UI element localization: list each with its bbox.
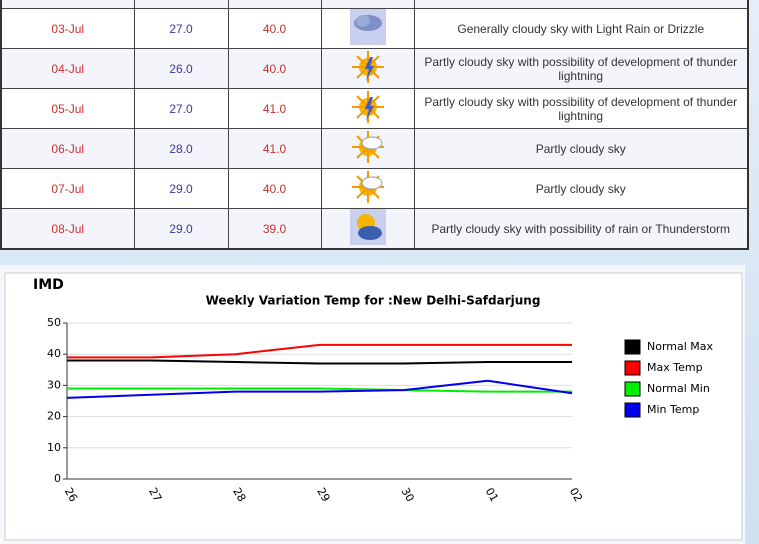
series-line (67, 343, 572, 359)
x-tick-label: 27 (146, 486, 164, 505)
min-temp: 26.0 (133, 48, 229, 89)
series-line (67, 359, 572, 365)
sun-cloud-icon (351, 131, 384, 163)
legend-swatch (624, 360, 641, 376)
y-tick-label: 30 (47, 378, 61, 391)
min-temp: 27.0 (133, 88, 229, 129)
forecast-table: 03-Jul 27.0 40.0 : : Generally cloudy sky … (0, 0, 749, 250)
weather-icon (320, 48, 415, 89)
max-temp: 40.0 (227, 168, 322, 209)
sun-cloud-icon (351, 171, 384, 203)
table-row: 04-Jul 26.0 40.0 Partly cloudy sky with po… (0, 48, 749, 89)
table-row: 06-Jul 28.0 41.0 Partly cloudy sky (0, 128, 749, 169)
max-temp: 39.0 (227, 208, 322, 250)
legend-label: Normal Min (647, 382, 710, 395)
table-row: 03-Jul 27.0 40.0 : : Generally cloudy sky … (0, 8, 749, 49)
weather-icon (320, 88, 415, 129)
table-row: 08-Jul 29.0 39.0 Partly cloudy sky with po… (0, 208, 749, 250)
x-tick-label: 02 (567, 486, 585, 505)
series-line (66, 379, 573, 399)
description: Generally cloudy sky with Light Rain or … (413, 8, 749, 49)
weather-icon (320, 208, 415, 250)
weather-icon (320, 168, 415, 209)
legend-label: Max Temp (647, 361, 703, 374)
x-tick-label: 01 (483, 486, 501, 505)
table-row (0, 0, 749, 9)
y-tick-label: 50 (47, 316, 61, 329)
brand: IMD (33, 277, 64, 293)
weather-icon: : : (320, 8, 415, 49)
legend-swatch (624, 339, 641, 355)
sun-lightning-icon (351, 51, 384, 83)
series-line (67, 387, 572, 393)
svg-text:: :: : : (364, 33, 372, 43)
min-temp: 27.0 (133, 8, 229, 49)
legend-label: Min Temp (647, 403, 699, 416)
x-tick-label: 30 (398, 486, 416, 505)
chart-title: Weekly Variation Temp for :New Delhi-Saf… (206, 294, 541, 308)
y-tick-label: 40 (47, 347, 61, 360)
min-temp: 29.0 (133, 208, 229, 250)
description: Partly cloudy sky (413, 128, 749, 169)
sun-storm-icon (349, 209, 386, 245)
min-temp: 28.0 (133, 128, 229, 169)
x-tick-label: 29 (314, 486, 332, 505)
table-row: 05-Jul 27.0 41.0 Partly cloudy sky with po… (0, 88, 749, 129)
y-tick-label: 0 (54, 472, 61, 485)
max-temp: 40.0 (227, 48, 322, 89)
description: Partly cloudy sky with possibility of de… (413, 48, 749, 89)
legend-swatch (624, 381, 641, 397)
cloud-rain-icon: : : (349, 9, 386, 45)
date: 04-Jul (0, 48, 135, 89)
legend-swatch (624, 402, 641, 418)
description: Partly cloudy sky with possibility of ra… (413, 208, 749, 250)
date: 03-Jul (0, 8, 135, 49)
date: 08-Jul (0, 208, 135, 250)
y-tick-label: 10 (47, 441, 61, 454)
description: Partly cloudy sky (413, 168, 749, 209)
y-tick-label: 20 (47, 410, 61, 423)
description: Partly cloudy sky with possibility of de… (413, 88, 749, 129)
date: 07-Jul (0, 168, 135, 209)
max-temp: 40.0 (227, 8, 322, 49)
x-tick-label: 26 (62, 486, 80, 505)
x-tick-label: 28 (230, 486, 248, 505)
sun-lightning-icon (351, 91, 384, 123)
min-temp: 29.0 (133, 168, 229, 209)
table-row: 07-Jul 29.0 40.0 Partly cloudy sky (0, 168, 749, 209)
chart: IMD Weekly Variation Temp for :New Delhi… (0, 265, 745, 544)
date: 06-Jul (0, 128, 135, 169)
date: 05-Jul (0, 88, 135, 129)
max-temp: 41.0 (227, 128, 322, 169)
max-temp: 41.0 (227, 88, 322, 129)
weather-icon (320, 128, 415, 169)
legend-label: Normal Max (647, 340, 714, 353)
chart-background (4, 272, 743, 541)
